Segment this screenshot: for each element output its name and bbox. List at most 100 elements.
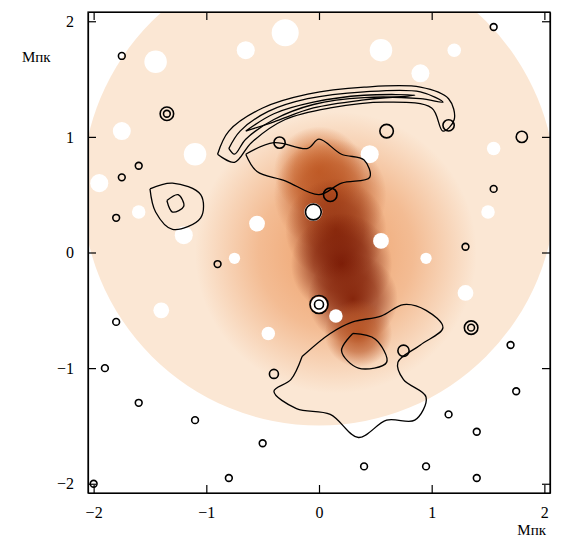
tick-mark [319,485,320,493]
radio-source [513,388,520,395]
mask [229,253,240,264]
radio-contours [150,86,455,438]
tick [544,12,545,20]
mask [487,142,501,156]
tick-mark [94,12,95,20]
axis-line [550,13,551,494]
radio-source [135,399,142,406]
tick-label: −2 [86,504,103,521]
mask [272,19,299,46]
tick-mark [206,485,207,493]
mask [370,39,393,62]
radio-source [361,463,368,470]
tick [542,484,550,485]
radio-source [398,345,409,356]
radio-source [490,24,497,31]
tick-mark [88,21,96,22]
radio-contour [167,195,184,213]
mask [90,174,108,192]
radio-source [102,365,109,372]
radio-source [160,107,174,121]
radio-source [118,53,125,60]
x-axis-top [89,12,551,20]
radio-source [118,174,125,181]
mask [132,205,146,219]
plot-frame [88,12,550,493]
tick-mark [88,137,96,138]
mask [184,143,207,166]
mask [153,302,169,318]
mask [411,64,429,82]
mask [144,50,167,73]
tick-mark [432,12,433,20]
radio-source [259,440,266,447]
radio-source [113,318,120,325]
tick [206,12,207,20]
radio-source [113,214,120,221]
radio-contour [274,304,443,437]
radio-contour [246,139,371,195]
masks [90,19,500,340]
tick: 0 [316,485,324,521]
mask [458,285,474,301]
tick-mark [544,12,545,20]
tick: 2 [541,485,549,521]
tick-mark [542,21,550,22]
radio-source [310,296,328,314]
xray-blob [195,112,477,394]
tick [542,368,550,369]
radio-source [516,131,527,142]
radio-source [305,204,321,220]
mask [304,203,322,221]
mask [237,41,255,59]
tick [542,137,550,138]
mask [481,205,495,219]
radio-source [462,243,469,250]
radio-source [490,186,497,193]
mask [373,233,389,249]
radio-source [423,463,430,470]
radio-source [380,124,394,138]
tick-label: 0 [316,504,324,521]
tick-label: 0 [66,244,74,261]
xray-field [88,12,550,426]
tick [319,12,320,20]
x-axis-title: Мпк [517,522,546,538]
tick [94,12,95,20]
radio-source [274,137,285,148]
radio-source [443,120,454,131]
y-axis: −2−1012 [57,13,96,494]
tick-mark [542,137,550,138]
tick: −1 [198,485,215,521]
radio-source [135,162,142,169]
radio-source [464,321,478,335]
mask [447,43,461,57]
radio-source [192,417,199,424]
radio-source [473,475,480,482]
tick-mark [319,12,320,20]
radio-source [507,342,514,349]
tick [432,12,433,20]
mask [249,216,265,232]
radio-source [314,300,323,309]
axis-line [89,493,551,494]
radio-source [214,261,221,268]
y-axis-right [542,13,551,494]
tick: 1 [66,128,96,145]
tick-mark [432,485,433,493]
mask [311,297,327,313]
tick-mark [88,252,96,253]
tick-label: 1 [66,128,74,145]
tick: 0 [66,244,96,261]
tick: 2 [66,13,96,30]
tick-mark [88,368,96,369]
radio-source [269,369,278,378]
tick-label: −1 [57,360,74,377]
radio-sources [90,24,527,487]
tick-mark [542,368,550,369]
tick-label: 2 [66,13,74,30]
tick-mark [542,484,550,485]
radio-contour [229,90,443,154]
tick-mark [542,252,550,253]
mask [175,226,193,244]
